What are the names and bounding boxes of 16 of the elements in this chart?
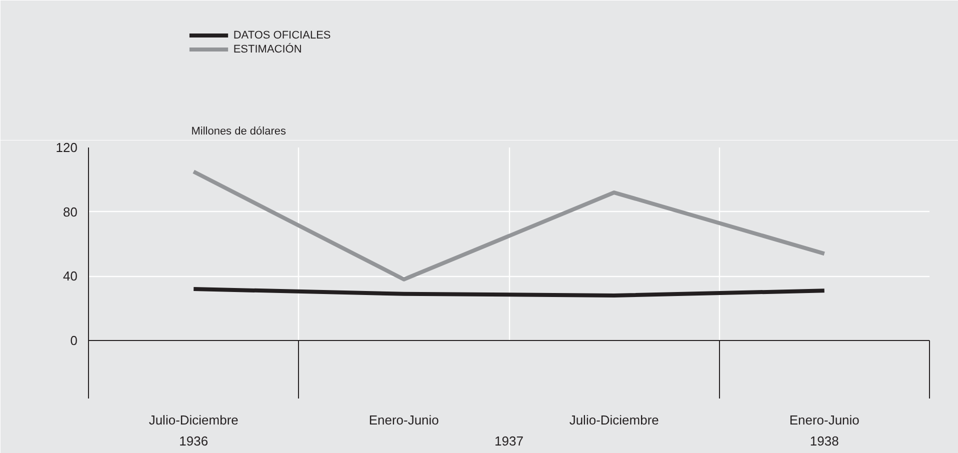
y-tick-label: 0	[70, 333, 78, 348]
line-series	[192, 287, 826, 298]
legend-label: ESTIMACIÓN	[233, 42, 302, 56]
x-tick-label: Julio-Diciembre	[569, 412, 659, 428]
y-tick-label: 120	[56, 140, 78, 155]
y-tick-label: 80	[63, 204, 78, 220]
x-tick-label: Enero-Junio	[368, 412, 439, 428]
y-tick-label: 40	[63, 268, 78, 284]
text: 1936	[179, 434, 208, 448]
y-axis-title: Millones de dólares	[191, 126, 286, 138]
x-tick-label: Enero-Junio	[789, 412, 860, 428]
text: 1937	[494, 434, 524, 448]
text: 1938	[810, 434, 839, 448]
x-tick-label: Julio-Diciembre	[148, 412, 238, 428]
legend-label: DATOS OFICIALES	[233, 30, 331, 42]
line-series	[192, 170, 826, 282]
